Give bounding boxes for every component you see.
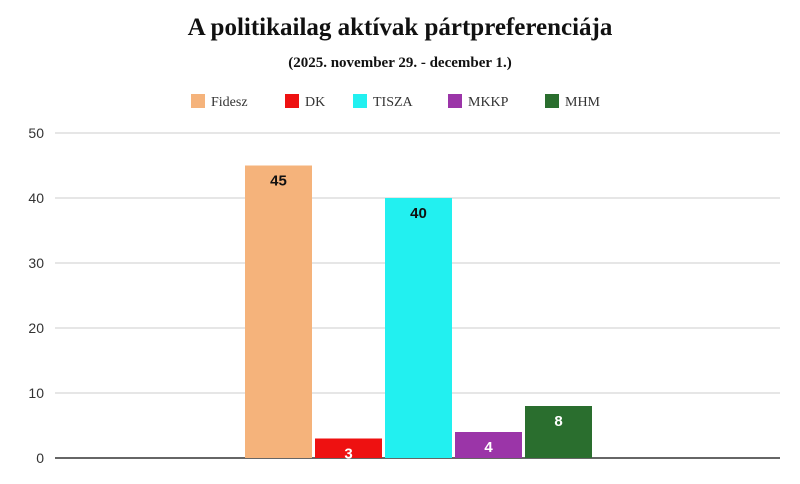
chart-title: A politikailag aktívak pártpreferenciája [187,14,613,41]
bar-data-labels: 45 3 40 4 8 [270,173,563,463]
bar-dk [315,438,382,458]
legend-swatch-mhm [545,94,559,108]
bars [245,165,592,458]
legend-swatch-mkkp [448,94,462,108]
y-tick-label: 10 [28,385,44,401]
bar-mkkp [455,432,522,458]
y-tick-label: 20 [28,320,44,336]
y-tick-label: 40 [28,190,44,206]
legend-swatch-tisza [353,94,367,108]
bar-tisza [385,198,452,458]
legend-label-mhm: MHM [565,95,601,110]
legend-swatch-fidesz [191,94,205,108]
y-tick-label: 50 [28,125,44,141]
data-label-mhm: 8 [554,413,562,430]
chart-subtitle: (2025. november 29. - december 1.) [288,55,512,71]
legend-label-dk: DK [305,95,325,110]
y-axis-tick-labels: 0 10 20 30 40 50 [28,125,44,466]
legend-label-fidesz: Fidesz [211,95,248,110]
legend-swatch-dk [285,94,299,108]
legend-label-mkkp: MKKP [468,95,509,110]
bar-mhm [525,406,592,458]
bar-fidesz [245,165,312,458]
legend: Fidesz DK TISZA MKKP MHM [191,94,601,110]
data-label-dk: 3 [344,446,352,463]
data-label-mkkp: 4 [484,439,493,456]
y-tick-label: 30 [28,255,44,271]
data-label-tisza: 40 [410,205,427,222]
data-label-fidesz: 45 [270,173,287,190]
y-tick-label: 0 [36,450,44,466]
legend-label-tisza: TISZA [373,95,414,110]
